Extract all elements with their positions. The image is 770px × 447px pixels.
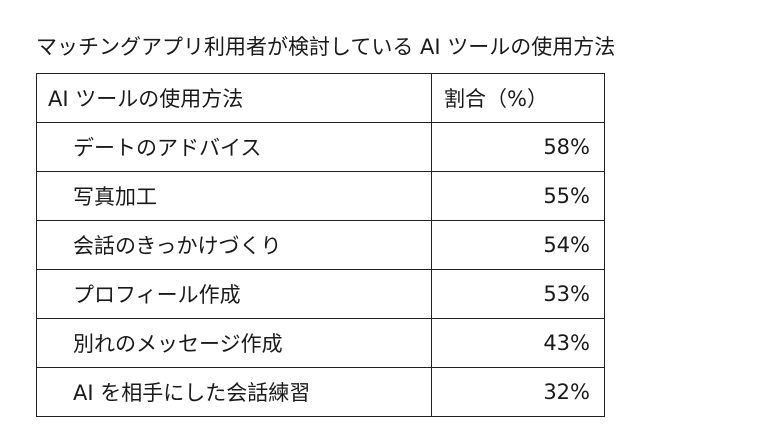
row-label: 写真加工 [36, 171, 432, 221]
row-value: 58% [431, 122, 605, 172]
table-row: 別れのメッセージ作成 43% [36, 318, 605, 368]
row-value: 43% [431, 318, 605, 368]
row-value: 32% [431, 367, 605, 417]
chart-title: マッチングアプリ利用者が検討している AI ツールの使用方法 [36, 35, 616, 59]
table-row: プロフィール作成 53% [36, 269, 605, 319]
row-value: 54% [431, 220, 605, 270]
row-label: 会話のきっかけづくり [36, 220, 432, 270]
column-header-percentage: 割合（%） [431, 73, 605, 123]
table-header-row: AI ツールの使用方法 割合（%） [36, 73, 605, 123]
row-label: 別れのメッセージ作成 [36, 318, 432, 368]
row-value: 55% [431, 171, 605, 221]
table-row: デートのアドバイス 58% [36, 122, 605, 172]
column-header-usage: AI ツールの使用方法 [36, 73, 432, 123]
table-row: 会話のきっかけづくり 54% [36, 220, 605, 270]
table-row: 写真加工 55% [36, 171, 605, 221]
data-table: AI ツールの使用方法 割合（%） デートのアドバイス 58% 写真加工 55%… [36, 73, 605, 417]
row-label: プロフィール作成 [36, 269, 432, 319]
row-value: 53% [431, 269, 605, 319]
row-label: AI を相手にした会話練習 [36, 367, 432, 417]
row-label: デートのアドバイス [36, 122, 432, 172]
table-row: AI を相手にした会話練習 32% [36, 367, 605, 417]
